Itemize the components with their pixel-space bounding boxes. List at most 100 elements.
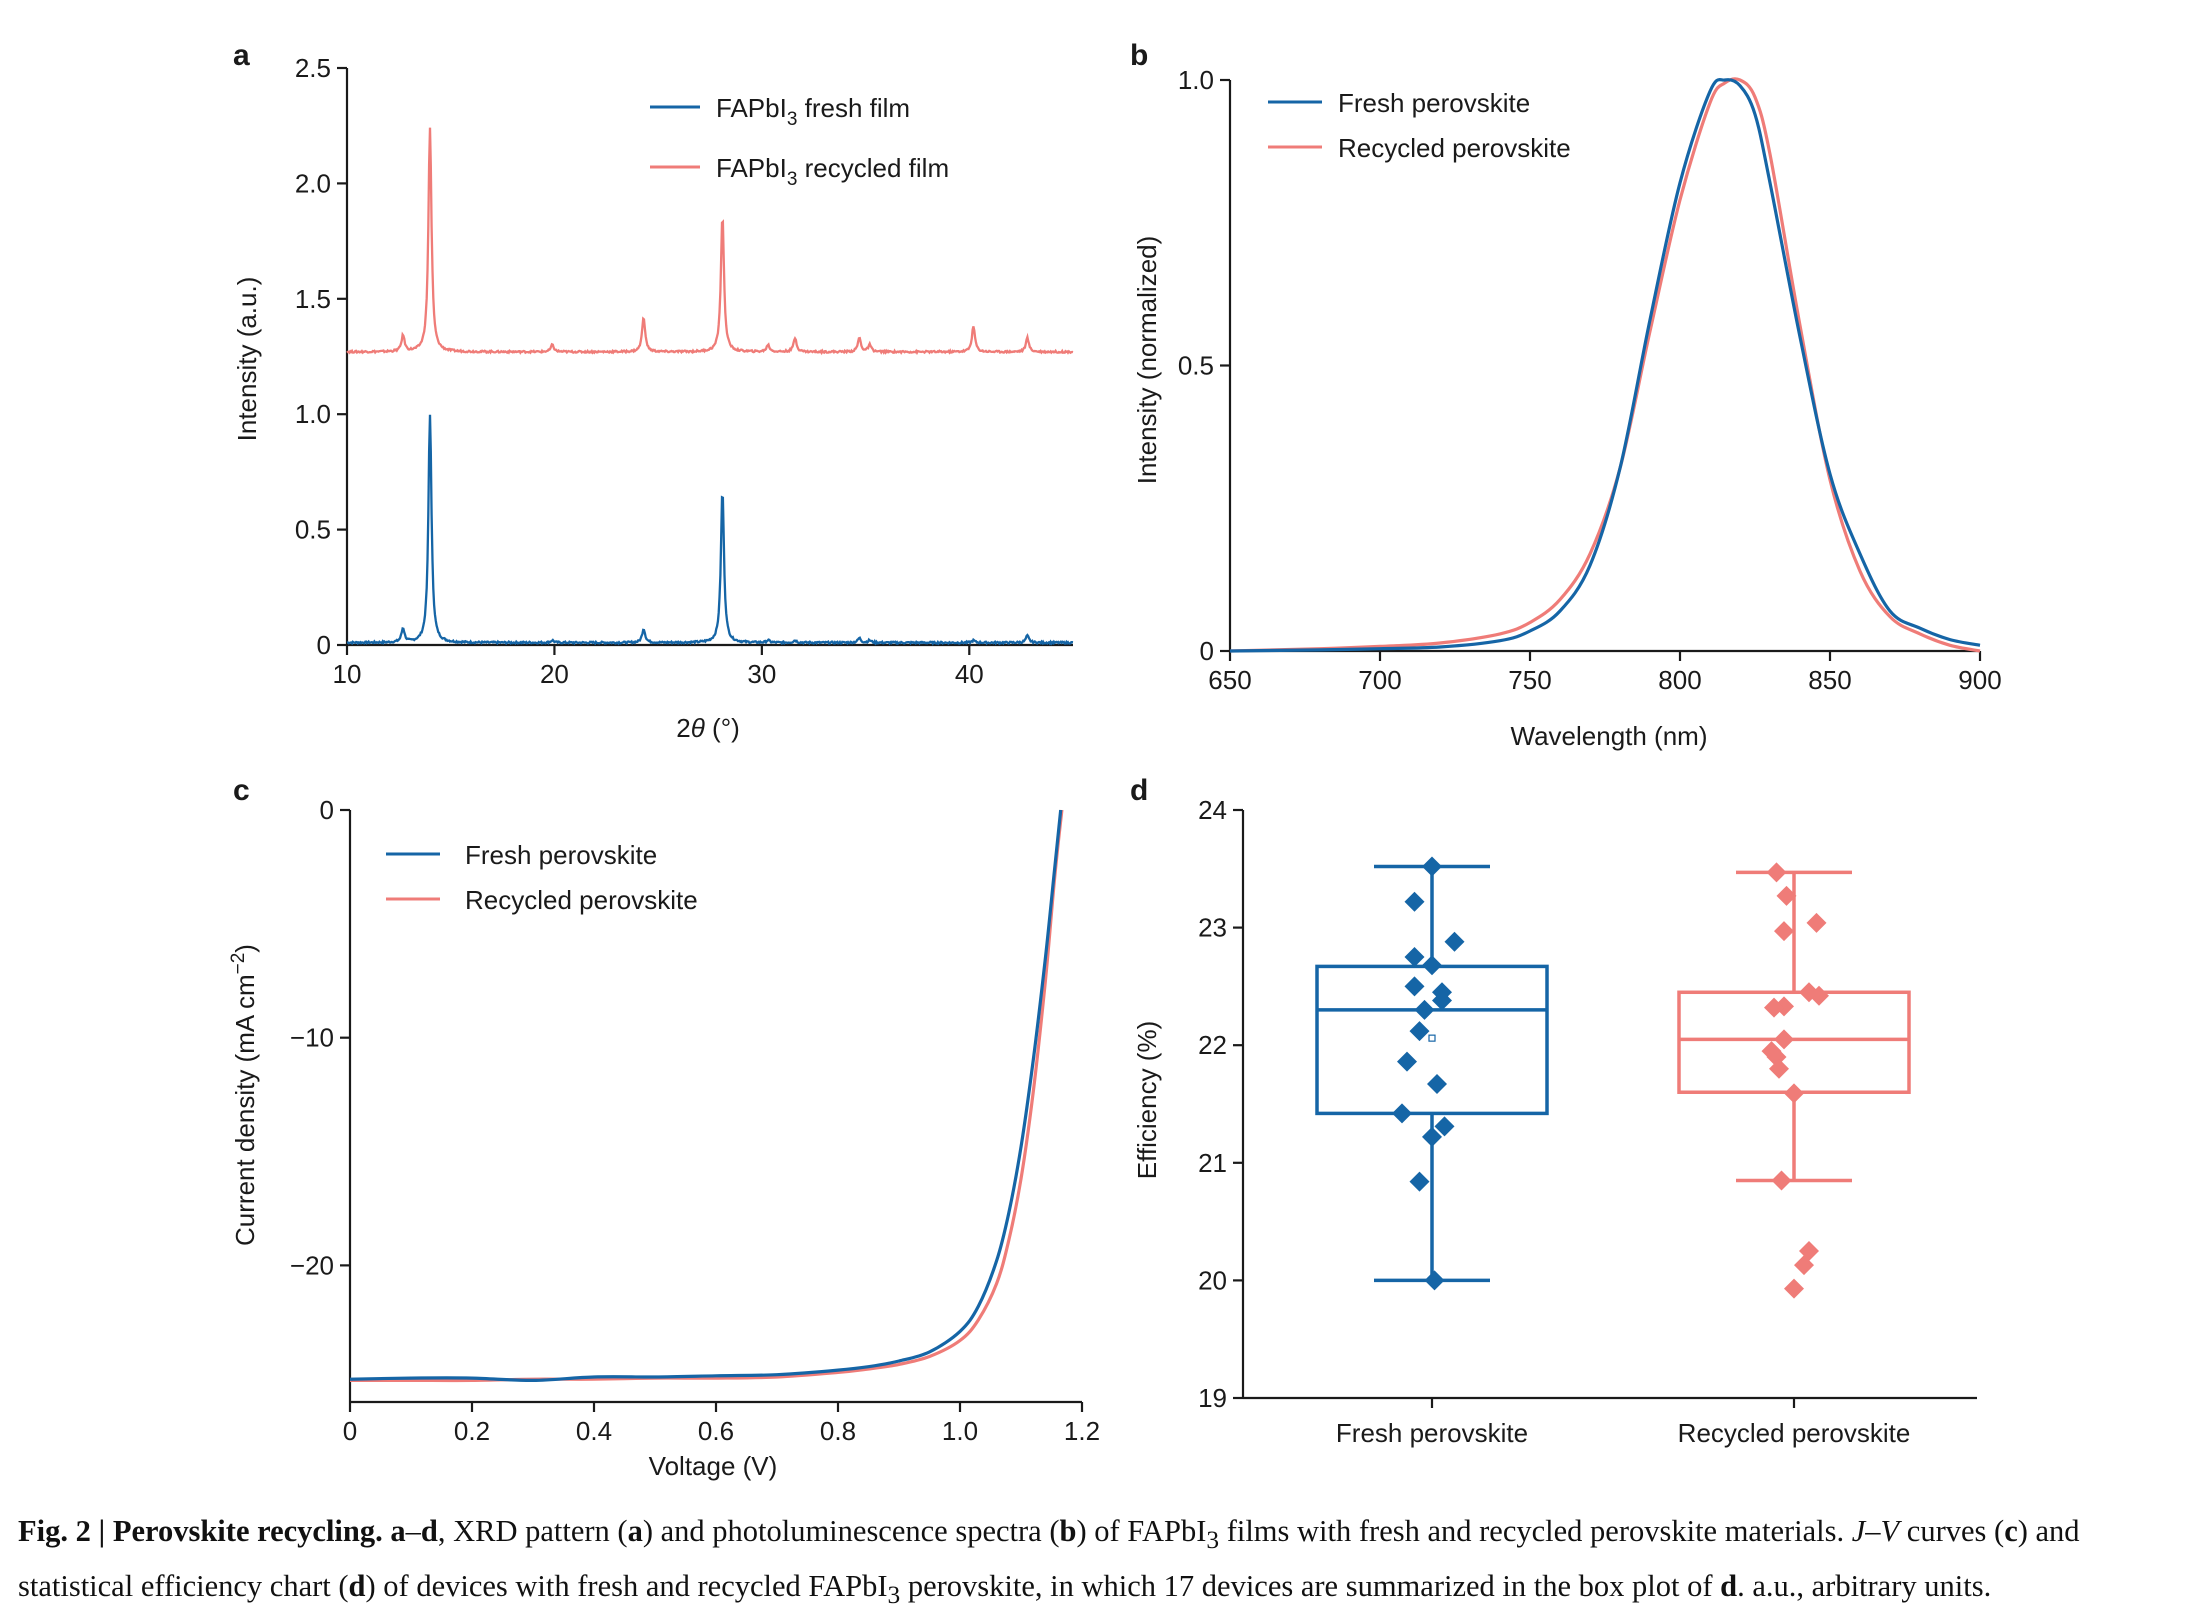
legend-c-fresh-label: Fresh perovskite xyxy=(465,840,657,870)
box-recycled-point xyxy=(1774,1029,1794,1050)
caption-ref-d2: d xyxy=(1720,1569,1738,1604)
panel-a-y-tick-label: 1.0 xyxy=(295,399,331,429)
panel-b-x-tick-label: 700 xyxy=(1358,665,1401,695)
box-fresh-point xyxy=(1432,990,1452,1011)
panel-b-ylabel: Intensity (normalized) xyxy=(1132,236,1162,485)
caption-fig-label: Fig. 2 | Perovskite recycling. xyxy=(18,1514,383,1548)
box-recycled-point xyxy=(1794,1255,1814,1276)
panel-letter-c: c xyxy=(233,774,250,807)
panel-c-x-tick-label: 0 xyxy=(343,1416,357,1446)
panel-c-x-tick-label: 0.4 xyxy=(576,1416,612,1446)
box-recycled-iqr xyxy=(1677,990,1911,1094)
box-recycled-point xyxy=(1771,1170,1792,1191)
panel-d-box-chart: 19 20 21 22 23 24 Fresh perovskite Recycled per… xyxy=(1132,795,1977,1448)
caption-sub-3a: 3 xyxy=(1206,1526,1220,1555)
panel-c-x-tick-label: 0.8 xyxy=(820,1416,856,1446)
box-fresh-iqr xyxy=(1315,964,1549,1116)
panel-a-legend: FAPbI3 fresh film FAPbI3 recycled film xyxy=(650,93,949,190)
box-fresh-point xyxy=(1404,891,1425,912)
legend-b-fresh-label: Fresh perovskite xyxy=(1338,88,1530,118)
panel-d-x-tick-label: Fresh perovskite xyxy=(1336,1418,1528,1448)
panel-c-y-tick-label: −20 xyxy=(290,1250,334,1280)
caption-range-start: a xyxy=(390,1514,406,1548)
panel-b-x-tick-label: 650 xyxy=(1208,665,1251,695)
legend-rest-text: fresh film xyxy=(797,93,910,123)
panel-a-x-tick-label: 10 xyxy=(333,659,362,689)
box-recycled-point xyxy=(1776,885,1797,906)
caption-ref-c: c xyxy=(2004,1514,2018,1548)
panel-a-axes: 10 20 30 40 0 0.5 1.0 1.5 2.0 2.5 xyxy=(295,53,1073,689)
box-fresh-point xyxy=(1444,931,1465,952)
caption-ref-b: b xyxy=(1059,1514,1077,1548)
panel-a-x-tick-label: 40 xyxy=(955,659,984,689)
panel-b-series-recycled-line xyxy=(1229,77,1981,653)
panel-b-y-tick-label: 0 xyxy=(1200,636,1214,666)
legend-c-recycled-label: Recycled perovskite xyxy=(465,885,698,915)
panel-a-series-fresh-line xyxy=(346,414,1074,646)
caption-text-8: perovskite, in which 17 devices are summ… xyxy=(900,1569,1721,1604)
panel-c-y-tick-label: −10 xyxy=(290,1023,334,1053)
panel-c-y-tick-label: 0 xyxy=(320,795,334,825)
box-recycled-point xyxy=(1806,912,1827,933)
figure-caption: Fig. 2 | Perovskite recycling. a–d, XRD … xyxy=(18,1508,2193,1618)
panel-d-boxes xyxy=(1315,856,1911,1299)
box-fresh-point xyxy=(1397,1051,1417,1072)
panel-a-x-tick-label: 30 xyxy=(747,659,776,689)
panel-a-y-tick-label: 0 xyxy=(317,630,331,660)
caption-text-3: ) of FAPbI xyxy=(1076,1514,1207,1548)
panel-d-axes: 19 20 21 22 23 24 Fresh perovskite Recycled per… xyxy=(1198,795,1977,1448)
box-recycled-point xyxy=(1766,862,1787,883)
panel-b-y-tick-label: 0.5 xyxy=(1178,351,1214,381)
panel-b-axes: 650 700 750 800 850 900 0 0.5 1.0 xyxy=(1178,65,2002,695)
panel-a-y-tick-label: 0.5 xyxy=(295,515,331,545)
box-fresh-point xyxy=(1392,1103,1412,1124)
panel-b-pl-chart: 650 700 750 800 850 900 0 0.5 1.0 Fresh perovski… xyxy=(1132,65,2002,751)
panel-c-series xyxy=(349,809,1064,1383)
box-fresh-mean xyxy=(1428,1034,1436,1042)
panel-d-y-tick-label: 22 xyxy=(1198,1030,1227,1060)
panel-c-x-tick-label: 1.0 xyxy=(942,1416,978,1446)
panel-a-y-tick-label: 2.0 xyxy=(295,168,331,198)
legend-a-fresh-text: FAPbI xyxy=(716,93,787,123)
box-recycled-point xyxy=(1784,1083,1804,1104)
xlabel-part: 2 xyxy=(676,713,690,743)
legend-sub-3: 3 xyxy=(787,109,798,130)
box-fresh-point xyxy=(1422,1126,1442,1147)
panel-c-legend: Fresh perovskite Recycled perovskite xyxy=(386,840,698,915)
panel-a-xlabel: 2θ (°) xyxy=(676,713,740,743)
panel-b-x-tick-label: 800 xyxy=(1658,665,1701,695)
panel-c-axes: 0 0.2 0.4 0.6 0.8 1.0 1.2 0 −10 −20 xyxy=(290,795,1100,1446)
box-fresh-point xyxy=(1422,856,1442,877)
box-fresh-point xyxy=(1434,1116,1455,1137)
ylabel-close: ) xyxy=(230,944,260,953)
box-fresh-point xyxy=(1424,1270,1445,1291)
panel-b-series-fresh-line xyxy=(1229,77,1981,653)
caption-sub-3b: 3 xyxy=(887,1581,901,1610)
caption-ref-a: a xyxy=(627,1514,643,1548)
panel-b-y-tick-label: 1.0 xyxy=(1178,65,1214,95)
caption-ref-d: d xyxy=(348,1569,366,1604)
panel-a-y-tick-label: 1.5 xyxy=(295,284,331,314)
panel-b-x-tick-label: 750 xyxy=(1508,665,1551,695)
panel-b-x-tick-label: 900 xyxy=(1958,665,2001,695)
panel-a-ylabel: Intensity (a.u.) xyxy=(232,277,262,442)
panel-a-y-tick-label: 2.5 xyxy=(295,53,331,83)
legend-sub-3: 3 xyxy=(787,169,798,190)
panel-letter-a: a xyxy=(233,39,250,72)
panel-d-ylabel: Efficiency (%) xyxy=(1132,1021,1162,1179)
box-recycled-point xyxy=(1764,997,1784,1018)
panel-a-x-tick-label: 20 xyxy=(540,659,569,689)
panel-c-series-recycled-line xyxy=(349,809,1064,1383)
panel-c-series-fresh-line xyxy=(349,809,1063,1383)
box-recycled-point xyxy=(1769,1058,1789,1079)
ylabel-sup: −2 xyxy=(228,953,249,975)
panel-d-x-tick-label: Recycled perovskite xyxy=(1678,1418,1911,1448)
panel-c-x-tick-label: 0.2 xyxy=(454,1416,490,1446)
legend-a-fresh-label: FAPbI3 fresh film xyxy=(716,93,910,130)
panel-b-x-tick-label: 850 xyxy=(1808,665,1851,695)
caption-text-9: . a.u., arbitrary units. xyxy=(1737,1569,1992,1604)
panel-c-xlabel: Voltage (V) xyxy=(649,1451,778,1481)
box-recycled-point xyxy=(1774,921,1794,942)
panel-c-ylabel: Current density (mA cm−2) xyxy=(228,944,260,1246)
